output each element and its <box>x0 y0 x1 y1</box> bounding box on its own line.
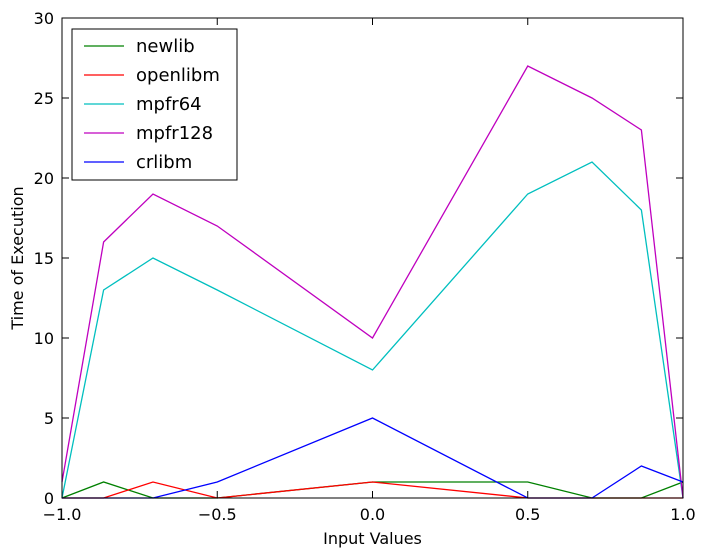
legend-label-mpfr64: mpfr64 <box>136 94 202 115</box>
x-tick-label: 1.0 <box>670 505 695 524</box>
x-tick-label: 0.0 <box>360 505 385 524</box>
y-tick-label: 30 <box>34 9 54 28</box>
y-tick-label: 10 <box>34 329 54 348</box>
y-tick-label: 20 <box>34 169 54 188</box>
x-tick-label: −0.5 <box>198 505 237 524</box>
legend-label-newlib: newlib <box>136 36 195 57</box>
y-axis: 0 5 10 15 20 25 30 <box>34 9 683 508</box>
y-tick-label: 5 <box>44 409 54 428</box>
x-axis-label: Input Values <box>323 529 422 548</box>
y-tick-label: 15 <box>34 249 54 268</box>
x-axis: −1.0 −0.5 0.0 0.5 1.0 <box>43 18 696 524</box>
x-tick-label: 0.5 <box>515 505 540 524</box>
y-tick-label: 0 <box>44 489 54 508</box>
y-axis-label: Time of Execution <box>8 186 27 330</box>
legend-label-mpfr128: mpfr128 <box>136 123 213 144</box>
series-line-crlibm <box>62 417 684 499</box>
series-line-mpfr64 <box>61 161 684 499</box>
x-tick-label: −1.0 <box>43 505 82 524</box>
series-line-mpfr128 <box>61 65 684 499</box>
legend-label-crlibm: crlibm <box>136 152 192 173</box>
legend: newlib openlibm mpfr64 mpfr128 crlibm <box>71 28 238 181</box>
legend-label-openlibm: openlibm <box>136 65 220 86</box>
y-tick-label: 25 <box>34 89 54 108</box>
